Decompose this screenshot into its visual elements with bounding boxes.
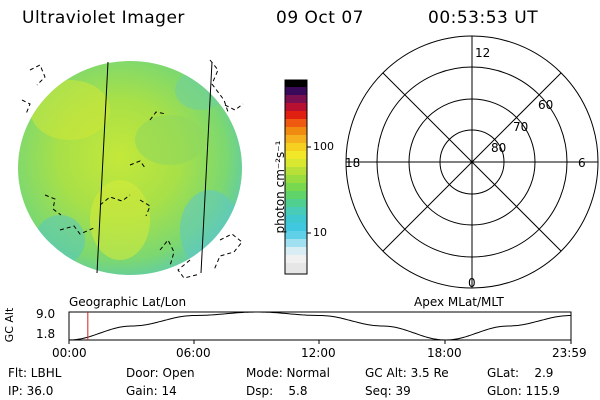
info-dsp: Dsp: 5.8 <box>246 384 308 398</box>
altitude-ytick-min: 1.8 <box>36 327 56 341</box>
polar-lat-70: 70 <box>513 120 529 134</box>
polar-mlt-0: 0 <box>468 276 476 290</box>
altitude-xtick-2359: 23:59 <box>552 346 587 360</box>
date-label: 09 Oct 07 <box>276 8 364 28</box>
altitude-plot <box>68 311 572 344</box>
colorbar <box>284 79 311 275</box>
time-label: 00:53:53 UT <box>428 8 539 28</box>
colorbar-tick-100: 100 <box>313 140 334 153</box>
colorbar-tick-10: 10 <box>313 226 327 239</box>
altitude-xtick-1200: 12:00 <box>301 346 336 360</box>
polar-mlt-12: 12 <box>475 46 491 60</box>
info-ip: IP: 36.0 <box>8 384 54 398</box>
info-door: Door: Open <box>126 366 195 380</box>
altitude-ytick-max: 9.0 <box>36 307 56 321</box>
info-filter: Flt: LBHL <box>8 366 62 380</box>
info-mode: Mode: Normal <box>246 366 330 380</box>
info-gc-alt: GC Alt: 3.5 Re <box>365 366 449 380</box>
info-glat: GLat: 2.9 <box>487 366 554 380</box>
altitude-ylabel: GC Alt <box>3 307 16 343</box>
altitude-series-line <box>68 311 571 341</box>
coastline-overlay <box>21 59 244 279</box>
info-glon: GLon: 115.9 <box>487 384 560 398</box>
app-title: Ultraviolet Imager <box>22 8 185 28</box>
info-seq: Seq: 39 <box>365 384 411 398</box>
info-gain: Gain: 14 <box>126 384 177 398</box>
altitude-xtick-1800: 18:00 <box>427 346 462 360</box>
right-panel-caption: Apex MLat/MLT <box>414 295 504 309</box>
altitude-xtick-0000: 00:00 <box>52 346 87 360</box>
polar-mlt-6: 6 <box>578 156 586 170</box>
uv-image <box>18 59 244 279</box>
polar-lat-80: 80 <box>491 141 507 155</box>
polar-lat-60: 60 <box>538 98 554 112</box>
polar-plot <box>345 35 599 289</box>
colorbar-label: photon cm⁻²s⁻¹ <box>273 140 287 234</box>
left-panel-caption: Geographic Lat/Lon <box>69 295 187 309</box>
altitude-xtick-0600: 06:00 <box>176 346 211 360</box>
polar-mlt-18: 18 <box>345 156 361 170</box>
